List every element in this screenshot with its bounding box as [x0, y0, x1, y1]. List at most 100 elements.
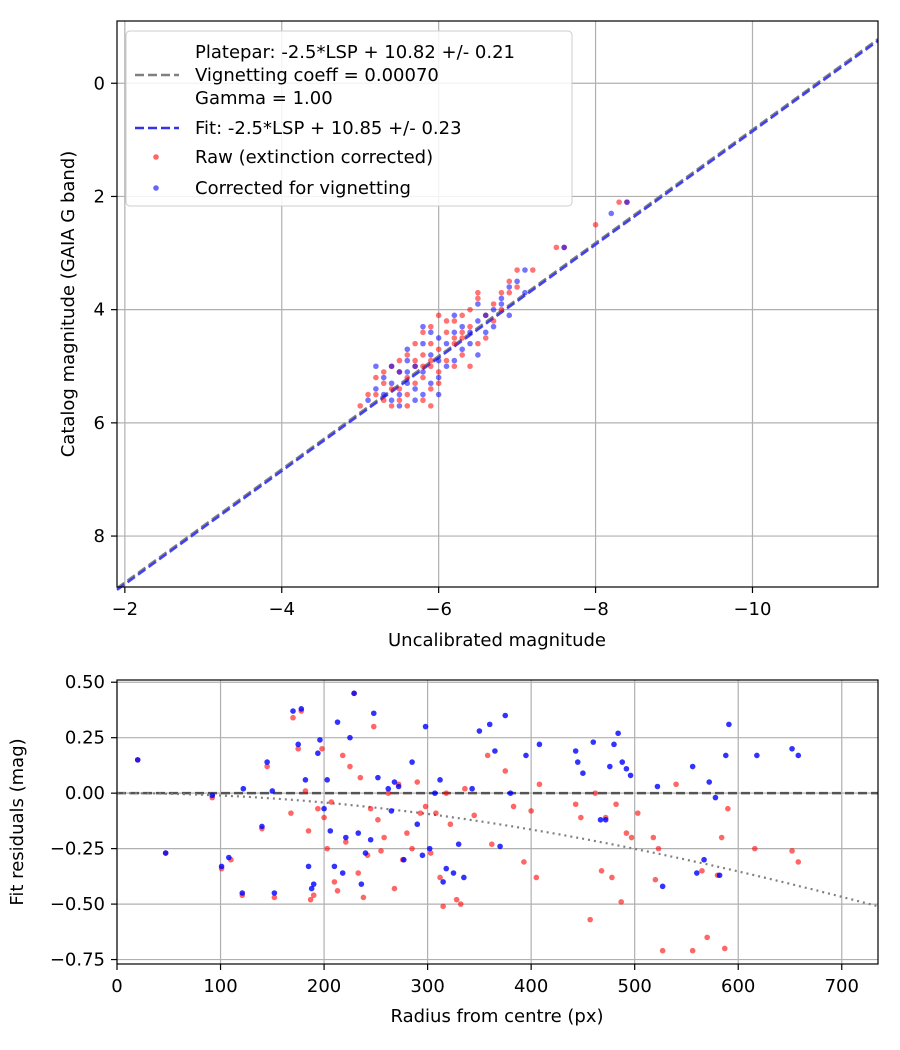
corrected-point	[451, 357, 458, 364]
residual-corrected-point	[615, 730, 621, 737]
raw-point	[451, 335, 458, 341]
residual-raw-point	[443, 790, 450, 796]
raw-point	[420, 374, 426, 381]
bottom-x-tick-label: 300	[410, 976, 444, 997]
residual-raw-point	[528, 808, 534, 814]
raw-point	[498, 306, 505, 313]
residual-corrected-point	[523, 752, 529, 759]
corrected-point	[420, 369, 426, 375]
residual-corrected-point	[218, 863, 225, 870]
corrected-point	[475, 301, 481, 307]
residual-corrected-point	[370, 710, 377, 717]
residual-corrected-point	[240, 785, 247, 792]
residual-raw-point	[609, 874, 615, 881]
residual-raw-point	[572, 801, 579, 808]
corrected-point	[451, 329, 458, 336]
residual-raw-point	[378, 848, 384, 854]
corrected-point	[420, 391, 426, 398]
residual-corrected-point	[290, 708, 296, 714]
residual-corrected-point	[362, 850, 369, 856]
raw-point	[459, 312, 465, 319]
bottom-x-tick-label: 600	[721, 976, 755, 997]
residual-corrected-point	[295, 741, 301, 748]
corrected-point	[443, 340, 450, 347]
residual-raw-point	[502, 768, 509, 774]
corrected-point	[459, 323, 465, 330]
corrected-point	[475, 352, 481, 358]
residual-corrected-point	[355, 830, 362, 836]
corrected-point	[498, 295, 505, 302]
raw-point	[428, 323, 434, 330]
raw-point	[490, 318, 497, 324]
residual-corrected-point	[324, 777, 330, 783]
residual-corrected-point	[395, 783, 402, 790]
raw-point	[467, 363, 473, 370]
residual-raw-point	[655, 845, 662, 852]
residual-corrected-point	[305, 863, 312, 870]
raw-point	[498, 289, 505, 296]
residual-raw-point	[457, 901, 464, 907]
residual-corrected-point	[443, 865, 450, 872]
corrected-point	[490, 323, 497, 330]
residual-corrected-point	[432, 790, 438, 796]
bottom-x-tick-label: 0	[111, 976, 122, 997]
residual-corrected-point	[134, 757, 141, 763]
corrected-point	[428, 380, 434, 387]
residual-corrected-point	[409, 759, 415, 765]
residual-corrected-point	[302, 777, 309, 783]
residual-raw-point	[704, 934, 710, 941]
residual-raw-point	[471, 812, 478, 819]
raw-point	[420, 329, 426, 336]
corrected-point	[428, 329, 434, 336]
residual-raw-point	[699, 868, 705, 874]
residual-corrected-point	[391, 779, 398, 785]
corrected-point	[443, 363, 450, 370]
raw-point	[435, 346, 442, 353]
corrected-point	[380, 391, 387, 398]
residual-raw-point	[433, 810, 439, 816]
corrected-point	[498, 301, 505, 307]
raw-point	[475, 340, 481, 347]
top-plot: −2 −4 −6 −8 −10 0 2 4 6 8 Uncalibrated magnitude…	[58, 20, 879, 651]
top-y-tick-label: 8	[94, 526, 105, 547]
top-x-axis-label: Uncalibrated magnitude	[388, 630, 606, 651]
residual-corrected-point	[572, 748, 579, 754]
corrected-point	[490, 306, 497, 313]
residual-corrected-point	[321, 805, 327, 812]
residual-corrected-point	[492, 748, 498, 754]
residual-corrected-point	[440, 879, 446, 885]
residual-raw-point	[725, 805, 731, 812]
residual-corrected-point	[339, 870, 346, 876]
corrected-point	[365, 397, 371, 404]
residual-corrected-point	[619, 759, 626, 765]
residual-raw-point	[521, 859, 527, 865]
residual-corrected-point	[450, 870, 457, 876]
residual-corrected-point	[271, 890, 278, 896]
residual-raw-point	[417, 810, 424, 816]
residual-raw-point	[315, 805, 321, 812]
corrected-point	[404, 369, 411, 375]
raw-point	[373, 374, 379, 381]
residual-corrected-point	[590, 739, 597, 745]
corrected-point	[435, 374, 442, 381]
residual-corrected-point	[607, 763, 613, 770]
legend-fit-label: Fit: -2.5*LSP + 10.85 +/- 0.23	[195, 118, 462, 139]
residual-raw-point	[462, 785, 468, 792]
corrected-point	[412, 386, 418, 392]
residual-corrected-point	[659, 883, 666, 890]
raw-point	[592, 221, 599, 228]
raw-point	[514, 284, 520, 290]
top-x-tick-label: −6	[425, 599, 452, 620]
residual-corrected-point	[502, 712, 509, 719]
residual-raw-point	[347, 763, 353, 770]
legend-raw-marker	[153, 154, 159, 160]
raw-point	[380, 397, 387, 404]
residual-corrected-point	[331, 863, 338, 870]
residual-raw-point	[536, 781, 543, 788]
residual-raw-point	[302, 788, 309, 794]
residual-corrected-point	[461, 874, 467, 881]
residual-raw-point	[447, 821, 454, 828]
raw-point	[506, 278, 513, 285]
residual-corrected-point	[327, 828, 334, 834]
